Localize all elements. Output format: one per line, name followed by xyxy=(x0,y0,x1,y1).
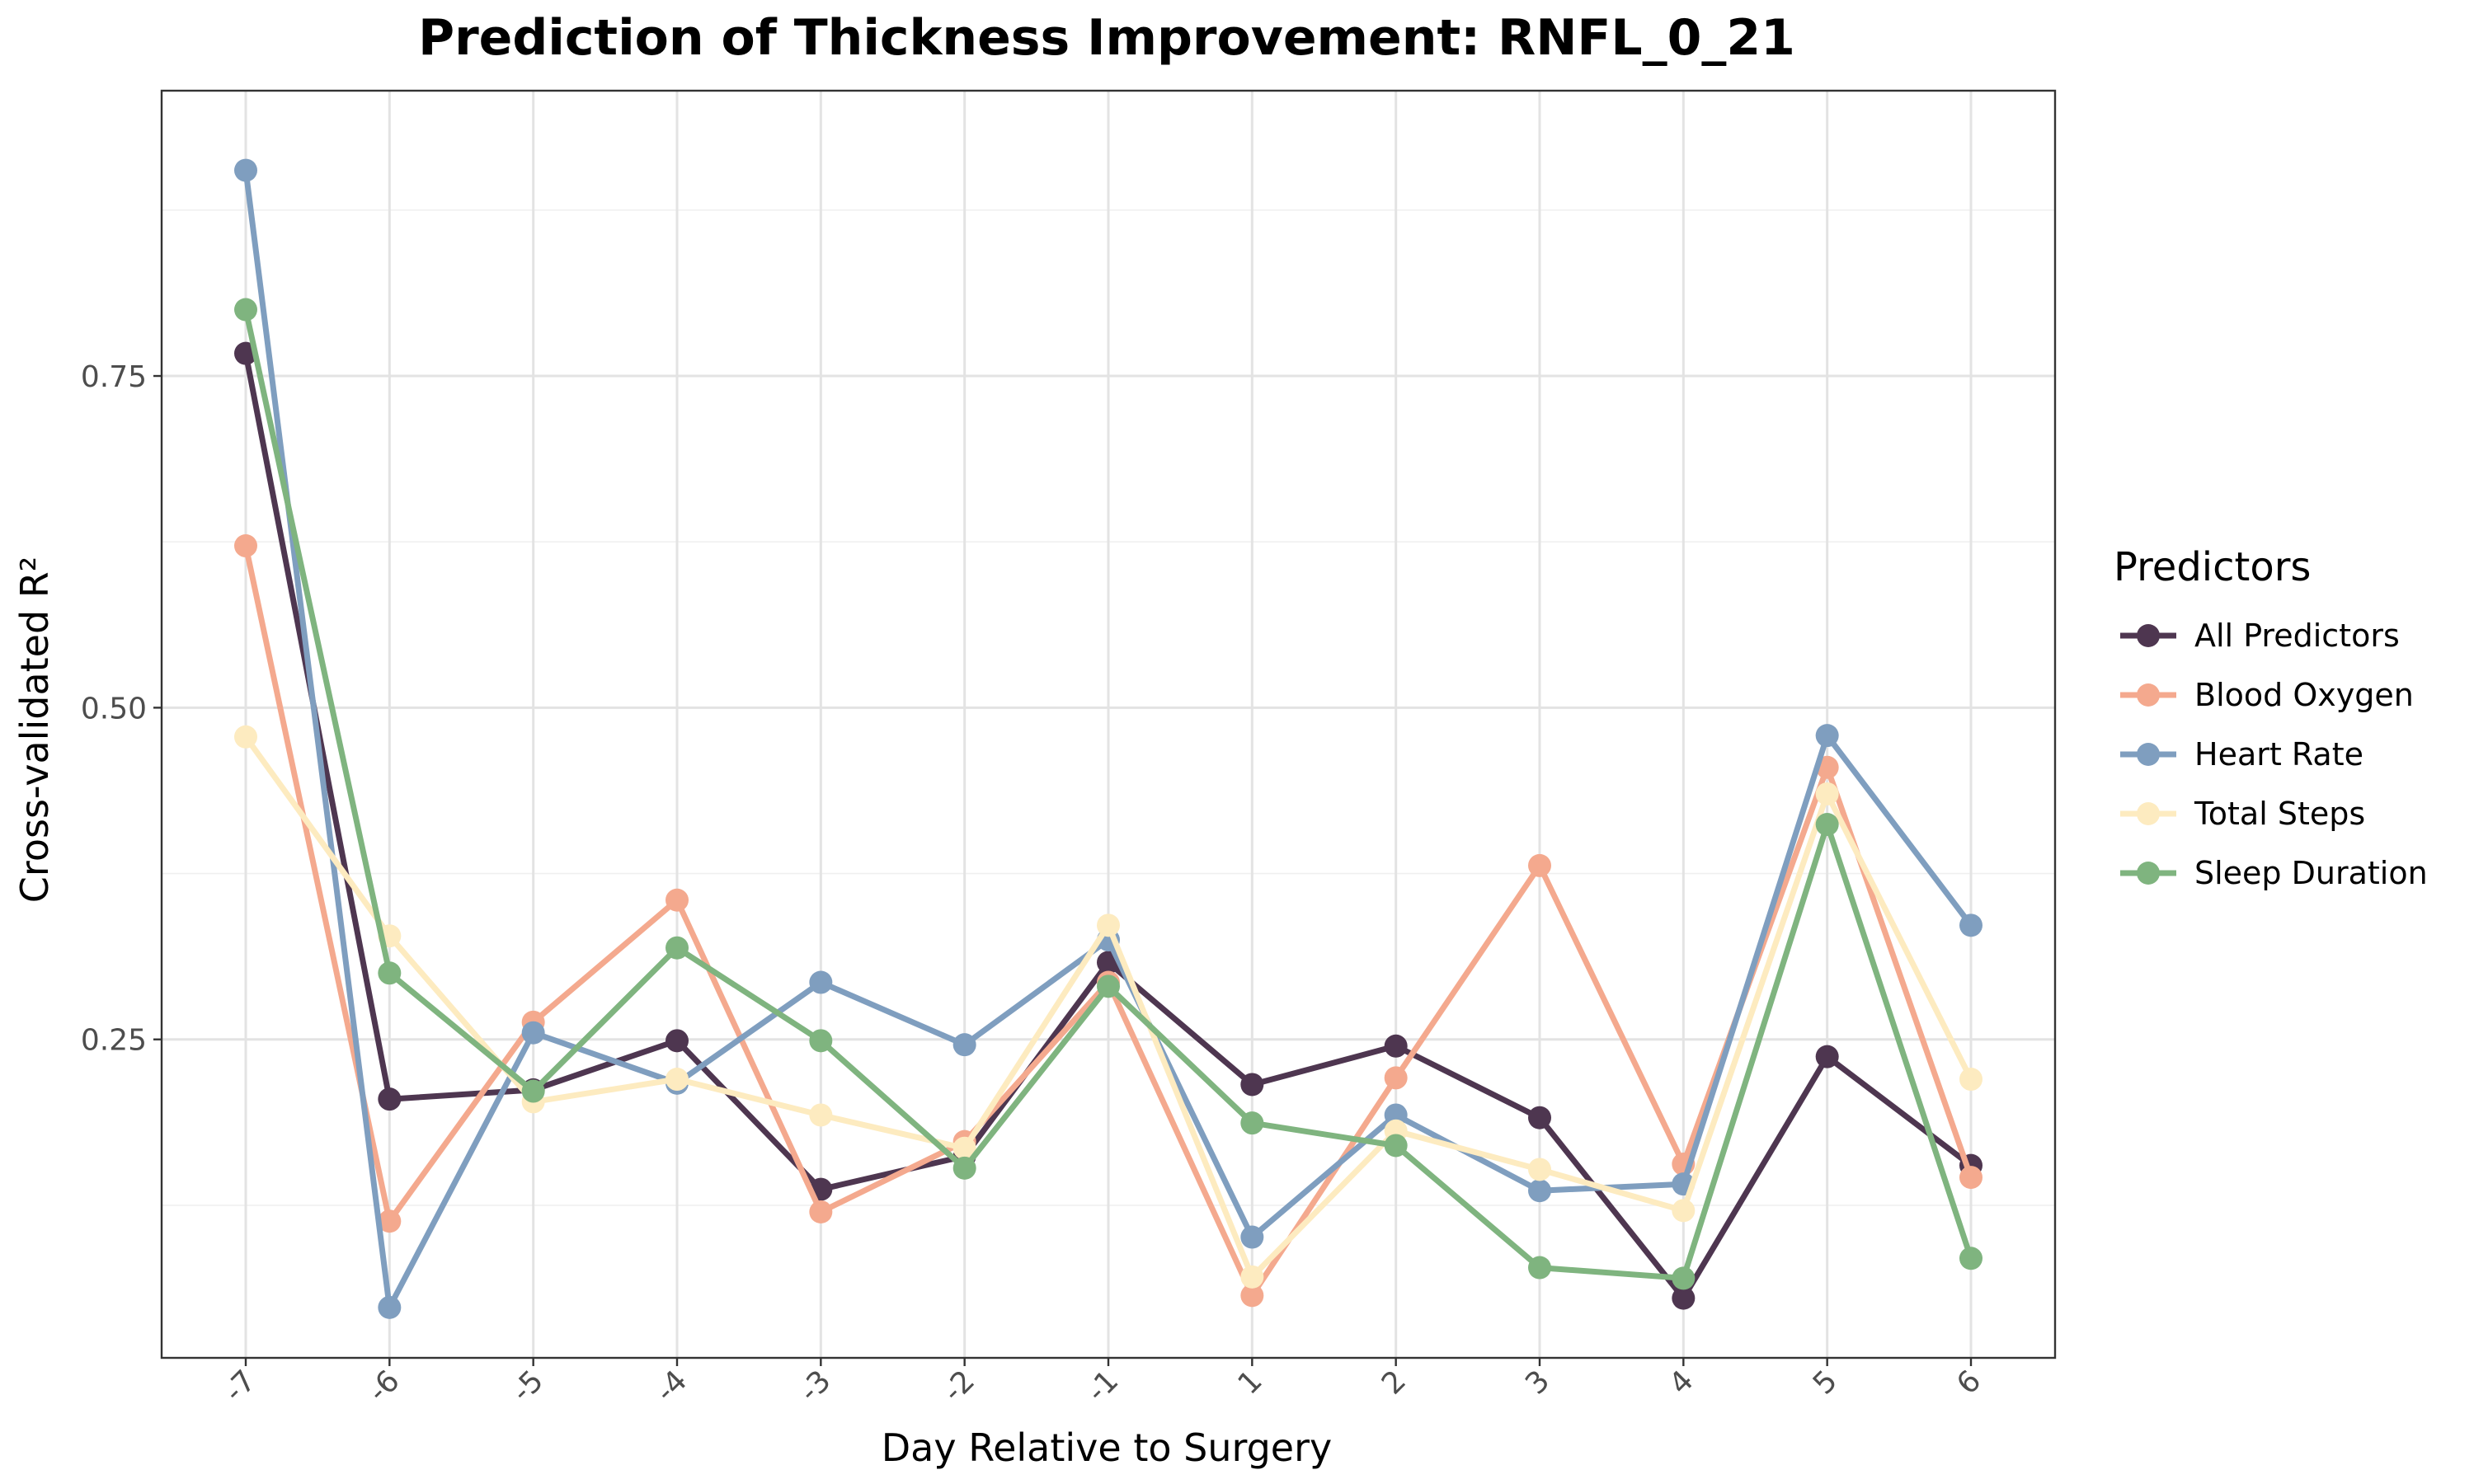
legend-key-point xyxy=(2137,683,2160,707)
series-lines xyxy=(234,158,1982,1319)
legend-items: All Predictors Blood Oxygen Heart Rate Tota… xyxy=(2120,618,2428,891)
data-point-all-predictors xyxy=(1384,1034,1408,1058)
legend-title: Predictors xyxy=(2114,544,2311,590)
data-point-heart-rate xyxy=(1959,913,1982,937)
data-point-all-predictors xyxy=(666,1029,689,1053)
data-point-sleep-duration xyxy=(378,961,402,985)
data-point-total-steps xyxy=(1959,1068,1982,1092)
legend-item-total-steps: Total Steps xyxy=(2120,796,2365,832)
y-axis-ticks: 0.25 0.50 0.75 xyxy=(81,360,162,1058)
data-point-sleep-duration xyxy=(521,1079,545,1103)
data-point-all-predictors xyxy=(1528,1106,1551,1129)
y-tick-label: 0.75 xyxy=(81,360,147,394)
x-axis-title: Day Relative to Surgery xyxy=(882,1425,1332,1470)
chart-title: Prediction of Thickness Improvement: RNF… xyxy=(418,9,1795,67)
data-point-sleep-duration xyxy=(234,298,257,322)
legend-key-point xyxy=(2137,802,2160,825)
data-point-sleep-duration xyxy=(1672,1266,1696,1290)
data-point-total-steps xyxy=(1240,1265,1264,1289)
legend-item-sleep-duration: Sleep Duration xyxy=(2120,855,2428,891)
data-point-blood-oxygen xyxy=(666,888,689,912)
data-point-total-steps xyxy=(666,1068,689,1092)
data-point-total-steps xyxy=(1815,782,1839,805)
data-point-blood-oxygen xyxy=(378,1209,402,1233)
data-point-heart-rate xyxy=(809,970,833,994)
data-point-heart-rate xyxy=(1384,1103,1408,1127)
y-axis-title: Cross-validated R² xyxy=(12,556,57,903)
y-tick-label: 0.25 xyxy=(81,1024,147,1058)
data-point-sleep-duration xyxy=(952,1156,976,1180)
data-point-sleep-duration xyxy=(1528,1256,1551,1280)
data-point-blood-oxygen xyxy=(1240,1284,1264,1308)
legend-item-blood-oxygen: Blood Oxygen xyxy=(2120,677,2414,713)
legend-item-heart-rate: Heart Rate xyxy=(2120,736,2363,773)
data-point-blood-oxygen xyxy=(1959,1166,1982,1190)
data-point-heart-rate xyxy=(1815,724,1839,748)
data-point-sleep-duration xyxy=(1097,974,1120,998)
legend-label: Total Steps xyxy=(2194,796,2365,832)
legend-label: Heart Rate xyxy=(2194,736,2363,773)
data-point-sleep-duration xyxy=(1240,1111,1264,1135)
legend-label: All Predictors xyxy=(2194,618,2400,654)
data-point-sleep-duration xyxy=(1815,813,1839,837)
data-point-total-steps xyxy=(809,1103,833,1127)
data-point-blood-oxygen xyxy=(1384,1066,1408,1090)
legend-key-point xyxy=(2137,624,2160,647)
data-point-total-steps xyxy=(952,1136,976,1160)
data-point-total-steps xyxy=(1528,1158,1551,1181)
data-point-all-predictors xyxy=(1240,1073,1264,1097)
legend-item-all-predictors: All Predictors xyxy=(2120,618,2400,654)
data-point-blood-oxygen xyxy=(234,534,257,558)
data-point-all-predictors xyxy=(378,1087,402,1111)
data-point-sleep-duration xyxy=(809,1029,833,1053)
data-point-total-steps xyxy=(234,725,257,749)
y-tick-label: 0.50 xyxy=(81,692,147,726)
legend-label: Blood Oxygen xyxy=(2194,677,2414,713)
data-point-heart-rate xyxy=(378,1295,402,1319)
data-point-sleep-duration xyxy=(1384,1134,1408,1158)
data-point-all-predictors xyxy=(1672,1286,1696,1310)
data-point-heart-rate xyxy=(234,158,257,182)
data-point-blood-oxygen xyxy=(809,1200,833,1223)
data-point-heart-rate xyxy=(952,1033,976,1057)
data-point-all-predictors xyxy=(1815,1045,1839,1068)
data-point-sleep-duration xyxy=(666,936,689,960)
data-point-total-steps xyxy=(1672,1199,1696,1223)
data-point-sleep-duration xyxy=(1959,1247,1982,1270)
data-point-blood-oxygen xyxy=(1528,853,1551,877)
series-sleep-duration xyxy=(234,298,1982,1290)
legend-label: Sleep Duration xyxy=(2194,855,2428,891)
legend-key-point xyxy=(2137,743,2160,766)
data-point-heart-rate xyxy=(1528,1179,1551,1203)
data-point-heart-rate xyxy=(521,1021,545,1045)
data-point-total-steps xyxy=(1097,913,1120,937)
legend: Predictors All Predictors Blood Oxygen Hea… xyxy=(2114,544,2428,891)
data-point-heart-rate xyxy=(1240,1225,1264,1249)
legend-key-point xyxy=(2137,862,2160,885)
